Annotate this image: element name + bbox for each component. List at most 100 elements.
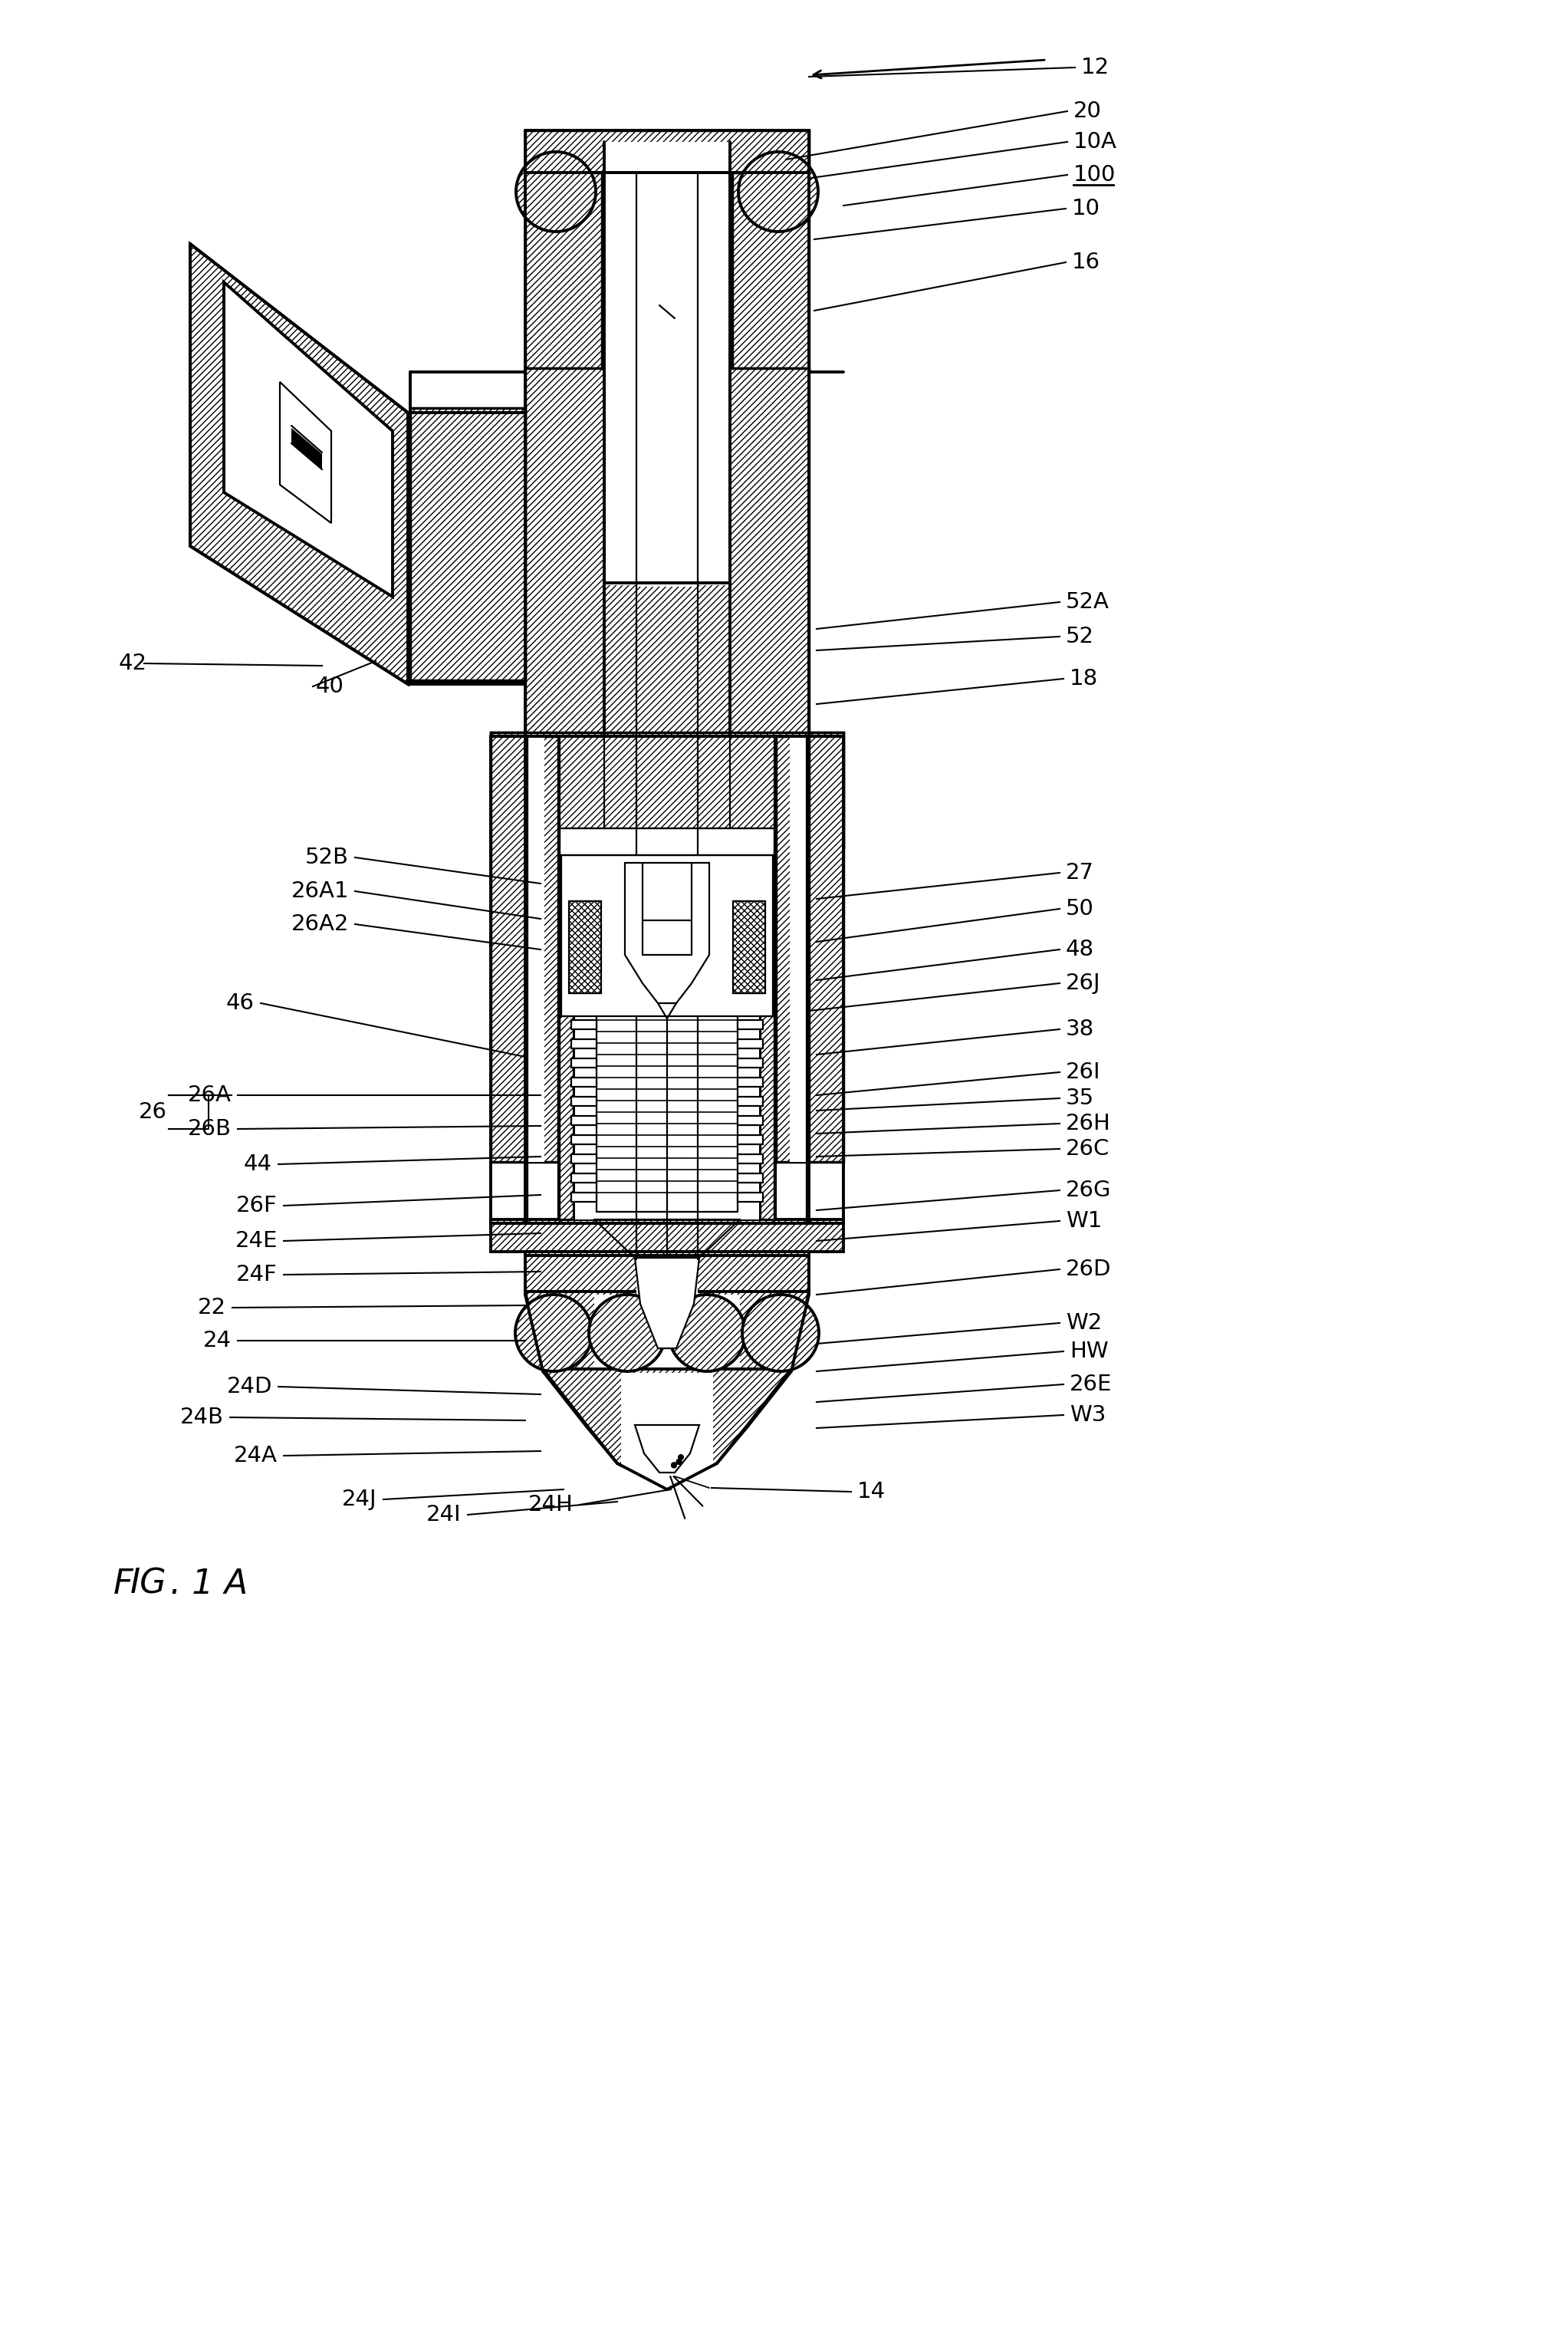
Bar xyxy=(737,1193,764,1202)
Bar xyxy=(621,1372,713,1491)
Text: 26J: 26J xyxy=(1066,972,1101,995)
Text: 24E: 24E xyxy=(235,1230,278,1251)
Bar xyxy=(571,1039,596,1049)
Circle shape xyxy=(676,1459,682,1466)
Text: 50: 50 xyxy=(1066,897,1094,920)
Bar xyxy=(571,1193,596,1202)
Bar xyxy=(525,1251,809,1291)
Bar xyxy=(527,736,544,1163)
Text: 52B: 52B xyxy=(306,846,348,869)
Bar xyxy=(732,130,809,373)
Bar xyxy=(776,736,806,1163)
Polygon shape xyxy=(224,282,392,596)
Circle shape xyxy=(677,1454,684,1461)
Polygon shape xyxy=(543,1370,792,1489)
Text: 24A: 24A xyxy=(234,1445,278,1466)
Circle shape xyxy=(590,1295,665,1372)
Bar xyxy=(809,732,844,1163)
Text: 10A: 10A xyxy=(1074,130,1116,154)
Bar xyxy=(737,1021,764,1030)
Polygon shape xyxy=(292,429,321,468)
Text: 24F: 24F xyxy=(237,1263,278,1286)
Text: 38: 38 xyxy=(1066,1018,1094,1039)
Text: 26A2: 26A2 xyxy=(292,913,348,934)
Bar xyxy=(571,1058,596,1067)
Bar xyxy=(604,142,731,373)
Bar xyxy=(737,1193,764,1202)
Text: 26: 26 xyxy=(140,1102,168,1123)
Text: 24D: 24D xyxy=(226,1377,273,1398)
Bar xyxy=(571,1021,596,1030)
Bar xyxy=(575,1016,759,1219)
Polygon shape xyxy=(525,1291,809,1370)
Bar xyxy=(571,1174,596,1184)
Bar xyxy=(737,1097,764,1107)
Bar xyxy=(525,130,809,172)
Bar xyxy=(571,1116,596,1125)
Circle shape xyxy=(742,1295,818,1372)
Circle shape xyxy=(676,1459,682,1466)
Bar xyxy=(737,1039,764,1049)
Text: 24B: 24B xyxy=(180,1407,224,1428)
Text: 26B: 26B xyxy=(188,1118,232,1139)
Bar xyxy=(737,1174,764,1184)
Bar xyxy=(737,1153,764,1163)
Bar xyxy=(594,1295,740,1368)
Bar xyxy=(737,1116,764,1125)
Circle shape xyxy=(671,1463,677,1468)
Text: 26C: 26C xyxy=(1066,1137,1110,1160)
Bar xyxy=(571,1135,596,1144)
Circle shape xyxy=(668,1295,745,1372)
Polygon shape xyxy=(279,382,331,522)
Text: 24: 24 xyxy=(204,1330,232,1351)
Bar xyxy=(596,1016,737,1212)
Bar xyxy=(760,1016,775,1219)
Text: 14: 14 xyxy=(858,1482,886,1503)
Bar xyxy=(737,1174,764,1184)
Bar xyxy=(605,373,729,585)
Text: IG: IG xyxy=(130,1568,166,1601)
Text: 26H: 26H xyxy=(1066,1114,1110,1135)
Bar xyxy=(737,1097,764,1107)
Bar xyxy=(737,1021,764,1030)
Bar xyxy=(571,1193,596,1202)
Text: 44: 44 xyxy=(245,1153,273,1174)
Text: W2: W2 xyxy=(1066,1312,1102,1333)
Bar xyxy=(571,1174,596,1184)
Text: . 1 A: . 1 A xyxy=(171,1568,248,1601)
Text: 52A: 52A xyxy=(1066,592,1110,613)
Text: 42: 42 xyxy=(119,652,147,673)
Circle shape xyxy=(516,151,596,231)
Text: 26A1: 26A1 xyxy=(292,881,348,902)
Bar xyxy=(737,1058,764,1067)
Bar xyxy=(571,1039,596,1049)
Bar xyxy=(571,1058,596,1067)
Text: 16: 16 xyxy=(1073,252,1101,273)
Bar xyxy=(732,902,765,993)
Text: 40: 40 xyxy=(315,676,343,697)
Bar xyxy=(558,1016,575,1219)
Bar xyxy=(527,736,558,1163)
Bar xyxy=(790,736,806,1163)
Bar xyxy=(569,902,601,993)
Text: 22: 22 xyxy=(198,1298,226,1319)
Bar xyxy=(759,1016,776,1219)
Bar xyxy=(637,1258,698,1335)
Bar xyxy=(525,368,809,736)
Bar xyxy=(491,732,525,1163)
Bar xyxy=(561,855,773,1016)
Text: 26A: 26A xyxy=(188,1083,232,1107)
Bar xyxy=(560,827,775,855)
Bar xyxy=(637,142,698,587)
Text: 20: 20 xyxy=(1074,100,1102,121)
Text: HW: HW xyxy=(1069,1340,1109,1363)
Text: 26D: 26D xyxy=(1066,1258,1112,1279)
Text: 26E: 26E xyxy=(1069,1375,1112,1396)
Text: W1: W1 xyxy=(1066,1209,1102,1233)
Polygon shape xyxy=(626,862,709,1004)
Text: 26I: 26I xyxy=(1066,1062,1101,1083)
Text: 35: 35 xyxy=(1066,1088,1094,1109)
Text: 46: 46 xyxy=(226,993,254,1014)
Bar xyxy=(737,1135,764,1144)
Text: 24J: 24J xyxy=(342,1489,378,1510)
